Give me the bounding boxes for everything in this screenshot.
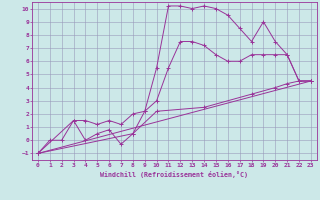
X-axis label: Windchill (Refroidissement éolien,°C): Windchill (Refroidissement éolien,°C)	[100, 171, 248, 178]
